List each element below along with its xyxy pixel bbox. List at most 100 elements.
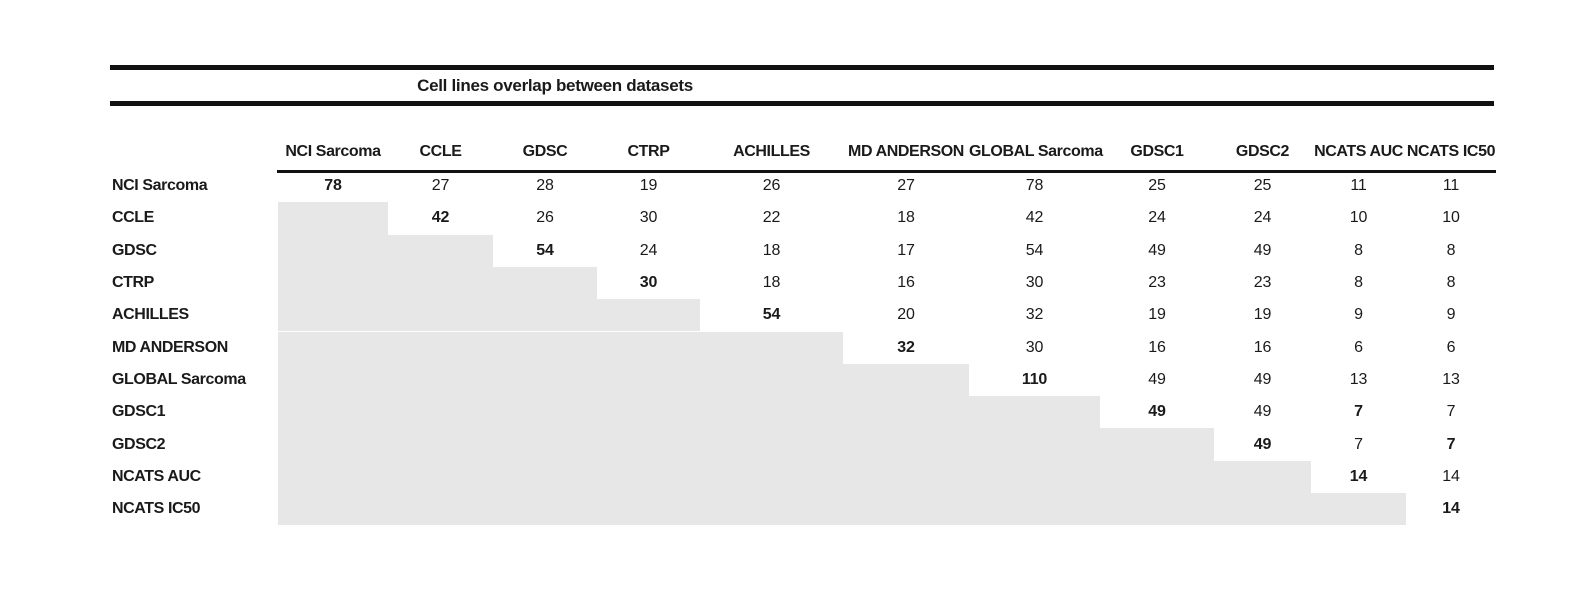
empty-cell-block bbox=[278, 266, 597, 300]
matrix-cell: 42 bbox=[431, 209, 450, 227]
matrix-cell: 7 bbox=[1354, 403, 1363, 421]
matrix-cell: 27 bbox=[897, 177, 915, 195]
row-label: MD ANDERSON bbox=[112, 338, 228, 356]
matrix-cell: 30 bbox=[639, 274, 658, 292]
matrix-cell: 23 bbox=[1148, 274, 1166, 292]
matrix-cell: 9 bbox=[1446, 306, 1456, 324]
matrix-cell: 18 bbox=[897, 209, 915, 227]
empty-cell-block bbox=[278, 202, 388, 235]
empty-cell-block bbox=[278, 396, 1100, 429]
matrix-cell: 49 bbox=[1253, 403, 1272, 421]
row-label: NCATS AUC bbox=[112, 467, 201, 485]
matrix-cell: 9 bbox=[1354, 306, 1363, 324]
matrix-cell: 22 bbox=[762, 209, 781, 227]
matrix-cell: 6 bbox=[1354, 338, 1363, 356]
matrix-cell: 49 bbox=[1253, 435, 1272, 453]
matrix-cell: 23 bbox=[1253, 274, 1272, 292]
row-label: GDSC bbox=[112, 241, 157, 259]
row-label: NCI Sarcoma bbox=[112, 177, 208, 195]
column-header: GDSC2 bbox=[1235, 143, 1290, 160]
matrix-cell: 13 bbox=[1442, 370, 1460, 388]
matrix-cell: 11 bbox=[1350, 177, 1367, 195]
column-header: GLOBAL Sarcoma bbox=[969, 143, 1103, 160]
column-header: MD ANDERSON bbox=[848, 143, 964, 160]
matrix-cell: 16 bbox=[1148, 338, 1166, 356]
matrix-cell: 8 bbox=[1446, 274, 1456, 292]
matrix-cell: 10 bbox=[1349, 209, 1368, 227]
row-label: CCLE bbox=[112, 209, 154, 227]
row-label: GDSC1 bbox=[112, 403, 166, 421]
matrix-cell: 17 bbox=[897, 241, 915, 259]
matrix-cell: 8 bbox=[1354, 274, 1363, 292]
column-header: GDSC bbox=[522, 143, 568, 160]
matrix-cell: 19 bbox=[639, 177, 658, 195]
top-rule bbox=[110, 65, 1494, 70]
column-header: GDSC1 bbox=[1130, 143, 1184, 160]
matrix-cell: 32 bbox=[897, 338, 915, 356]
matrix-cell: 30 bbox=[639, 209, 658, 227]
matrix-cell: 30 bbox=[1025, 274, 1044, 292]
empty-cell-block bbox=[278, 428, 1214, 461]
matrix-cell: 26 bbox=[536, 209, 554, 227]
matrix-cell: 18 bbox=[762, 241, 781, 259]
matrix-cell: 14 bbox=[1349, 467, 1368, 485]
column-header: NCATS IC50 bbox=[1406, 143, 1496, 160]
table-title: Cell lines overlap between datasets bbox=[417, 76, 693, 95]
matrix-cell: 54 bbox=[536, 241, 554, 259]
matrix-cell: 20 bbox=[897, 306, 915, 324]
row-label: CTRP bbox=[112, 274, 154, 292]
empty-cell-block bbox=[278, 299, 700, 332]
row-label: ACHILLES bbox=[112, 306, 189, 324]
matrix-cell: 78 bbox=[1025, 177, 1044, 195]
matrix-cell: 54 bbox=[1025, 241, 1044, 259]
matrix-cell: 18 bbox=[762, 274, 781, 292]
matrix-cell: 49 bbox=[1253, 241, 1272, 259]
matrix-cell: 8 bbox=[1354, 241, 1363, 259]
matrix-cell: 42 bbox=[1025, 209, 1044, 227]
matrix-cell: 11 bbox=[1442, 177, 1460, 195]
empty-cell-block bbox=[278, 331, 843, 364]
matrix-cell: 8 bbox=[1446, 241, 1456, 259]
matrix-cell: 25 bbox=[1148, 177, 1166, 195]
row-label: NCATS IC50 bbox=[112, 500, 201, 518]
matrix-cell: 24 bbox=[639, 241, 658, 259]
matrix-cell: 24 bbox=[1148, 209, 1166, 227]
matrix-cell: 28 bbox=[536, 177, 554, 195]
matrix-cell: 49 bbox=[1148, 241, 1166, 259]
matrix-cell: 10 bbox=[1442, 209, 1460, 227]
column-header: ACHILLES bbox=[733, 143, 810, 160]
matrix-cell: 14 bbox=[1442, 467, 1460, 485]
matrix-cell: 13 bbox=[1349, 370, 1368, 388]
matrix-cell: 7 bbox=[1446, 403, 1456, 421]
matrix-cell: 49 bbox=[1148, 403, 1166, 421]
empty-cell-block bbox=[278, 234, 493, 267]
matrix-cell: 6 bbox=[1446, 338, 1456, 356]
matrix-cell: 26 bbox=[762, 177, 781, 195]
matrix-cell: 54 bbox=[762, 306, 781, 324]
row-label: GLOBAL Sarcoma bbox=[112, 370, 246, 388]
empty-cell-block bbox=[278, 363, 969, 397]
matrix-cell: 19 bbox=[1253, 306, 1272, 324]
matrix-cell: 16 bbox=[897, 274, 915, 292]
matrix-cell: 25 bbox=[1253, 177, 1272, 195]
title-bottom-rule bbox=[110, 101, 1494, 106]
matrix-cell: 110 bbox=[1021, 370, 1048, 388]
matrix-cell: 30 bbox=[1025, 338, 1044, 356]
column-header: NCI Sarcoma bbox=[285, 143, 381, 160]
matrix-cell: 78 bbox=[324, 177, 342, 195]
matrix-cell: 7 bbox=[1354, 435, 1363, 453]
column-header: NCATS AUC bbox=[1314, 143, 1403, 160]
matrix-cell: 49 bbox=[1253, 370, 1272, 388]
matrix-cell: 24 bbox=[1253, 209, 1272, 227]
empty-cell-block bbox=[278, 493, 1406, 526]
header-underline bbox=[277, 170, 1496, 173]
matrix-cell: 32 bbox=[1025, 306, 1044, 324]
matrix-cell: 14 bbox=[1442, 500, 1460, 518]
empty-cell-block bbox=[278, 460, 1311, 493]
matrix-cell: 19 bbox=[1148, 306, 1166, 324]
column-header: CTRP bbox=[627, 143, 670, 160]
matrix-cell: 7 bbox=[1446, 435, 1456, 453]
column-header: CCLE bbox=[419, 143, 462, 160]
matrix-cell: 27 bbox=[431, 177, 450, 195]
